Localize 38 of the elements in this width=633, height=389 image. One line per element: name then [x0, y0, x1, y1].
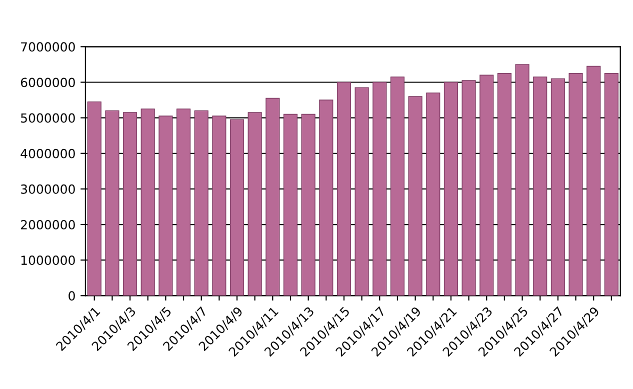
bar — [480, 74, 494, 296]
bar — [533, 76, 548, 296]
bar — [426, 92, 440, 296]
y-tick-label: 3000000 — [21, 184, 75, 194]
bar — [248, 112, 262, 296]
bar — [604, 73, 618, 296]
bar — [140, 108, 155, 296]
bar — [266, 98, 280, 296]
bar — [336, 82, 352, 296]
bar — [354, 87, 369, 296]
bar — [462, 80, 476, 296]
y-tick-label: 1000000 — [21, 256, 75, 265]
bar — [586, 66, 601, 296]
bar — [408, 96, 422, 296]
bar — [176, 108, 191, 296]
bar — [515, 64, 530, 296]
bar — [568, 73, 583, 296]
bar — [212, 116, 226, 296]
y-tick-label: 7000000 — [21, 42, 75, 52]
y-tick-label: 0 — [68, 291, 75, 301]
y-tick-label: 4000000 — [20, 148, 75, 158]
bar — [194, 110, 208, 296]
bar — [301, 114, 316, 296]
y-tick-label: 5000000 — [21, 113, 75, 123]
y-tick-label: 6000000 — [20, 78, 75, 88]
bar — [105, 110, 120, 296]
bar — [444, 82, 458, 296]
bar — [372, 82, 387, 296]
bar — [87, 101, 102, 296]
bar — [230, 119, 244, 296]
bar — [550, 78, 565, 296]
bar — [390, 76, 405, 296]
bar — [158, 116, 173, 296]
bar — [122, 112, 138, 296]
y-tick-label: 2000000 — [20, 220, 75, 230]
bar — [319, 100, 334, 296]
bar — [497, 73, 512, 296]
bar — [283, 114, 298, 296]
